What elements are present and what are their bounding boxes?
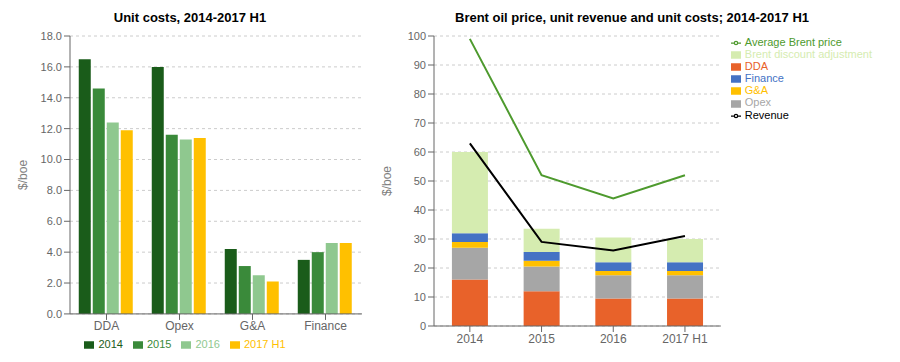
html-text:Brent discount adjustment: Brent discount adjustment [744,48,872,61]
svg-text:6.0: 6.0 [47,215,62,227]
svg-text:90: 90 [414,59,426,71]
svg-text:50: 50 [414,175,426,187]
svg-text:70: 70 [414,117,426,129]
html-text:Brent oil price, unit revenue: Brent oil price, unit revenue and unit c… [455,10,809,25]
svg-text:2015: 2015 [528,332,555,346]
svg-text:40: 40 [414,204,426,216]
svg-text:$/boe: $/boe [16,160,30,190]
html-text:2017 H1: 2017 H1 [243,337,286,350]
svg-text:2016: 2016 [600,332,627,346]
svg-text:30: 30 [414,233,426,245]
html-text:Revenue: Revenue [744,108,789,121]
svg-text:16.0: 16.0 [41,61,62,73]
svg-text:2014: 2014 [457,332,484,346]
svg-text:10: 10 [414,291,426,303]
html-text:2016: 2016 [195,337,220,350]
svg-text:60: 60 [414,146,426,158]
svg-text:0: 0 [420,320,426,332]
svg-text:2.0: 2.0 [47,277,62,289]
svg-text:20: 20 [414,262,426,274]
html-text:2015: 2015 [147,337,172,350]
html-text:DDA: DDA [744,60,768,73]
html-text:G&A: G&A [744,84,768,97]
svg-text:G&A: G&A [240,319,265,333]
html-text:Opex: Opex [744,96,772,109]
svg-text:80: 80 [414,88,426,100]
svg-text:12.0: 12.0 [41,123,62,135]
svg-text:4.0: 4.0 [47,246,62,258]
svg-text:10.0: 10.0 [41,153,62,165]
svg-text:2017 H1: 2017 H1 [662,332,708,346]
svg-text:DDA: DDA [94,319,119,333]
svg-text:14.0: 14.0 [41,92,62,104]
svg-text:18.0: 18.0 [41,30,62,42]
svg-text:8.0: 8.0 [47,184,62,196]
svg-text:Finance: Finance [304,319,347,333]
svg-text:Opex: Opex [165,319,194,333]
html-text:2014: 2014 [98,337,123,350]
html-text:Finance: Finance [744,72,784,85]
svg-text:0.0: 0.0 [47,308,62,320]
svg-text:$/boe: $/boe [380,166,394,196]
svg-text:100: 100 [408,30,426,42]
html-text:Unit costs, 2014-2017 H1: Unit costs, 2014-2017 H1 [113,10,267,25]
html-text:Average Brent price: Average Brent price [744,36,842,48]
